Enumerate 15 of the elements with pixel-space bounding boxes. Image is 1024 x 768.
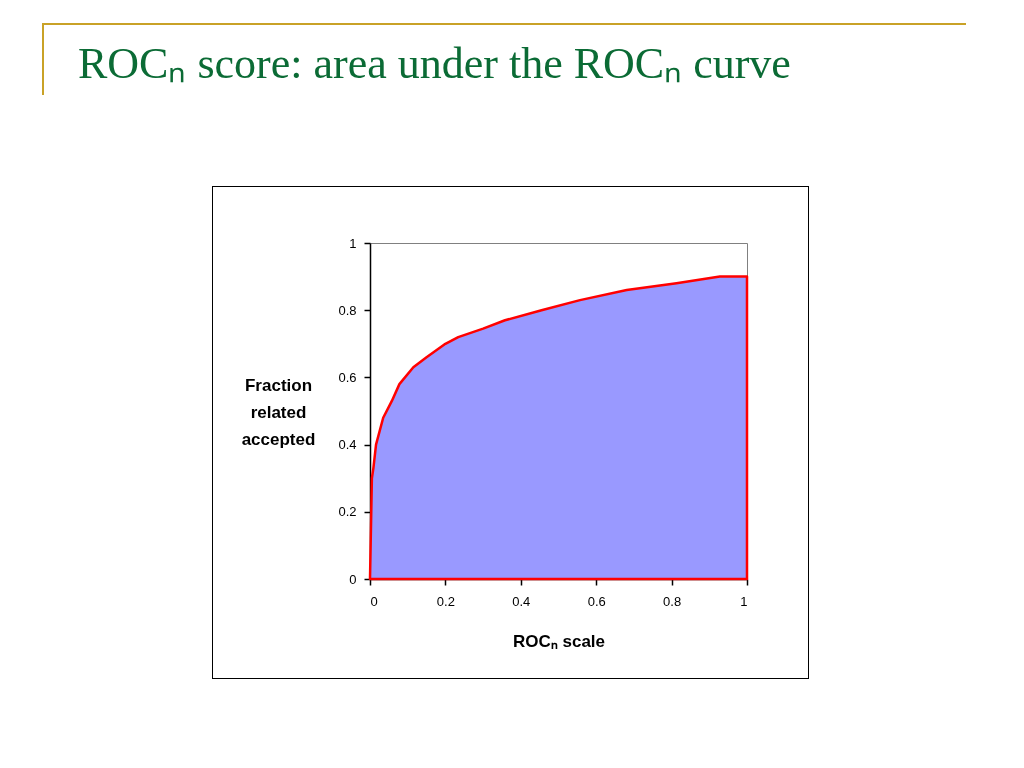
chart-title: ROCₙ score: area under the ROCₙ curve: [78, 39, 791, 88]
y-tick-label: 0: [349, 571, 357, 587]
y-tick-label: 0.6: [338, 369, 357, 385]
y-tick-label: 0.4: [338, 437, 357, 453]
x-tick-label: 0.6: [587, 593, 606, 609]
y-axis-title: Fraction related accepted: [241, 375, 316, 449]
x-tick-label: 0.4: [512, 593, 531, 609]
x-tick-label: 0.2: [436, 593, 455, 609]
y-tick-label: 0.8: [338, 302, 357, 318]
x-tick-label: 0.8: [663, 593, 682, 609]
y-tick-label: 1: [349, 235, 357, 251]
x-axis-title: ROCₙ scale: [512, 631, 606, 651]
x-tick-label: 1: [740, 593, 748, 609]
y-tick-label: 0.2: [338, 504, 357, 520]
x-tick-label: 0: [370, 593, 378, 609]
